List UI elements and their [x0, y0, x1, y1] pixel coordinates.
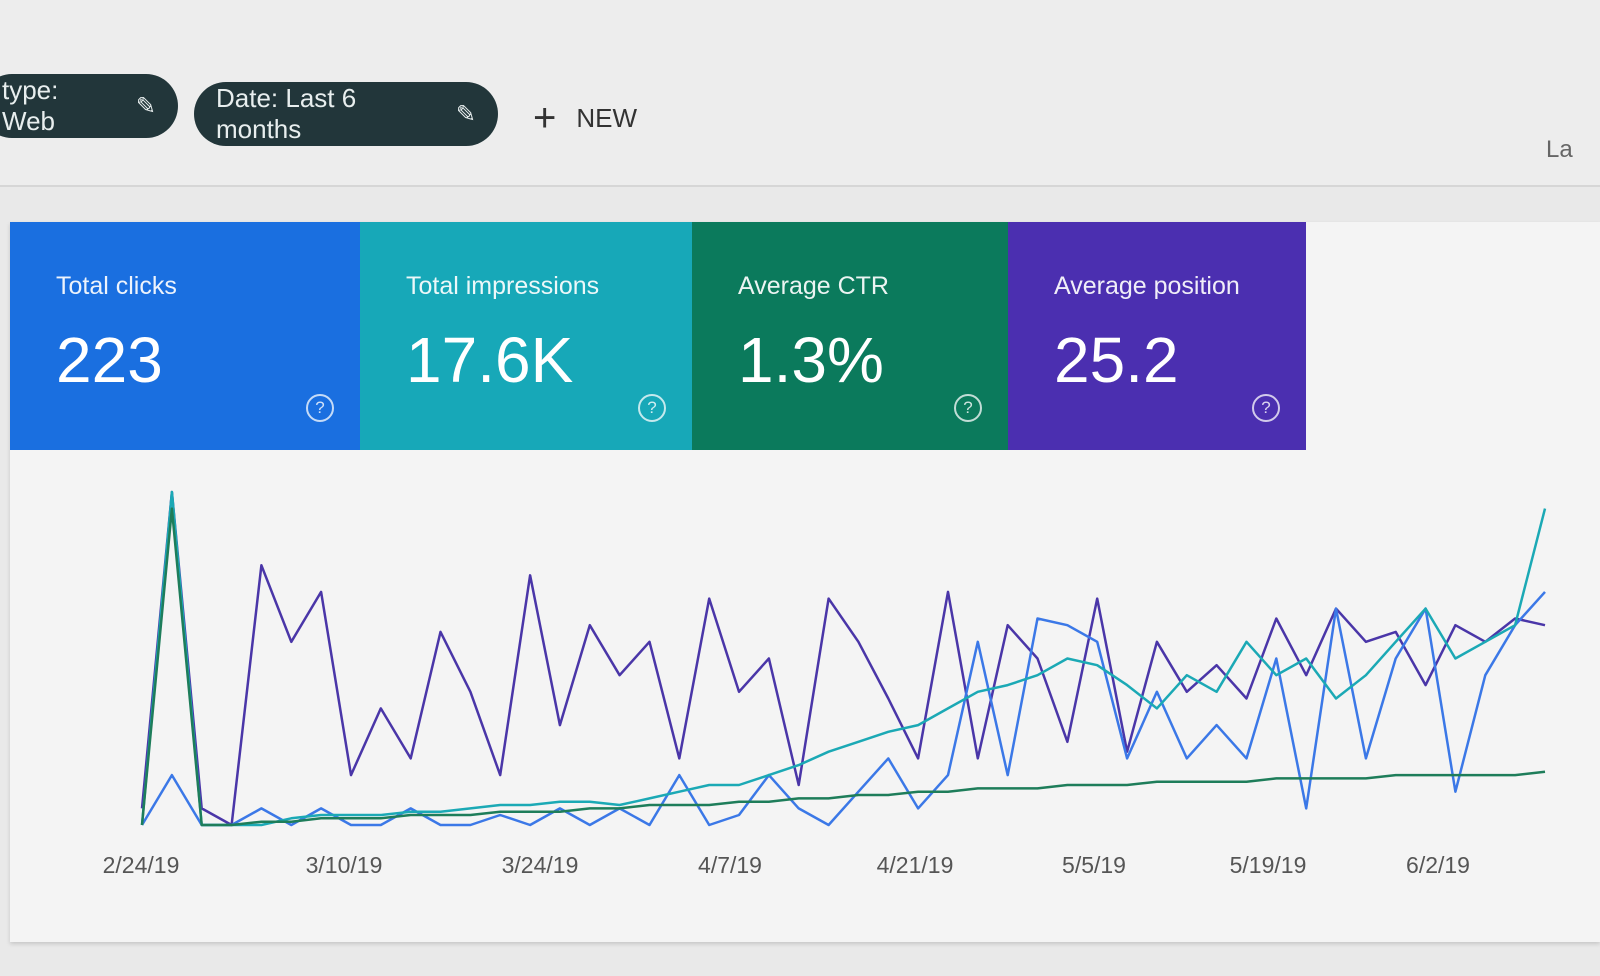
metric-card-average-ctr[interactable]: Average CTR 1.3% ? [692, 222, 1008, 450]
help-icon[interactable]: ? [306, 394, 334, 422]
edit-pencil-icon[interactable]: ✎ [135, 92, 156, 120]
filter-bar: type: Web ✎ Date: Last 6 months ✎ + NEW … [0, 0, 1600, 187]
metric-label: Total impressions [406, 272, 600, 300]
series-line-0 [140, 490, 1546, 827]
x-tick-label: 2/24/19 [102, 852, 180, 878]
new-filter-label: NEW [576, 102, 638, 133]
x-tick-label: 5/19/19 [1229, 852, 1307, 878]
series-line-1 [140, 591, 1546, 827]
x-tick-label: 5/5/19 [1062, 852, 1126, 878]
performance-chart [140, 490, 1547, 827]
metric-card-average-position[interactable]: Average position 25.2 ? [1008, 222, 1306, 450]
metric-value: 17.6K [406, 324, 574, 396]
new-filter-button[interactable]: + NEW [533, 98, 637, 138]
help-icon[interactable]: ? [638, 394, 666, 422]
x-tick-label: 3/24/19 [501, 852, 579, 878]
metric-label: Total clicks [56, 272, 177, 300]
metric-label: Average CTR [738, 272, 889, 300]
date-filter-label: Date: Last 6 months [216, 83, 357, 144]
help-icon[interactable]: ? [954, 394, 982, 422]
metric-card-total-impressions[interactable]: Total impressions 17.6K ? [360, 222, 692, 450]
metric-card-total-clicks[interactable]: Total clicks 223 ? [10, 222, 360, 450]
metric-value: 223 [56, 324, 163, 396]
x-tick-label: 4/21/19 [876, 852, 954, 878]
x-tick-label: 6/2/19 [1406, 852, 1470, 878]
series-line-3 [140, 507, 1546, 827]
metric-value: 25.2 [1054, 324, 1179, 396]
series-line-2 [140, 490, 1547, 827]
plus-icon: + [533, 96, 557, 140]
search-type-label: type: Web [2, 75, 59, 136]
help-icon[interactable]: ? [1252, 394, 1280, 422]
x-tick-label: 3/10/19 [305, 852, 383, 878]
x-tick-label: 4/7/19 [698, 852, 762, 878]
search-type-filter-chip[interactable]: type: Web ✎ [0, 74, 178, 138]
truncated-text: La [1546, 136, 1573, 163]
metric-value: 1.3% [738, 324, 884, 396]
edit-pencil-icon[interactable]: ✎ [455, 100, 476, 128]
date-filter-chip[interactable]: Date: Last 6 months ✎ [194, 82, 498, 146]
metric-label: Average position [1054, 272, 1240, 300]
